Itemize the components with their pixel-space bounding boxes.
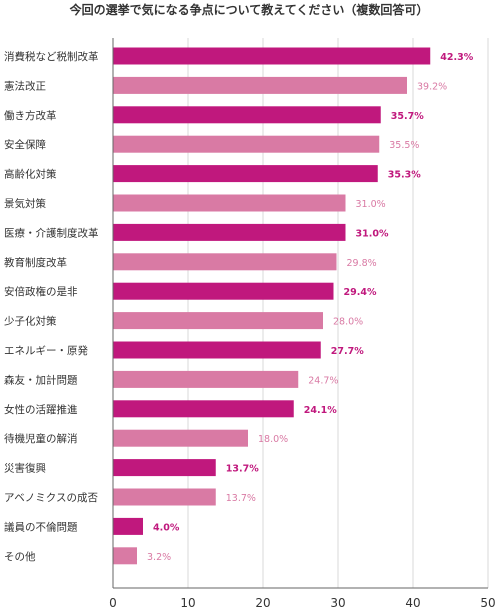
bar (113, 429, 248, 447)
bar (113, 488, 216, 506)
value-label: 29.4% (344, 287, 377, 298)
x-tick-label: 10 (180, 596, 195, 610)
bar (113, 370, 299, 388)
category-label: 景気対策 (4, 197, 46, 210)
category-label: 消費税など税制改革 (4, 50, 99, 63)
category-label: 安全保障 (4, 138, 46, 151)
category-label: 高齢化対策 (4, 168, 57, 181)
axis-layer: 0 10 20 30 40 50 (109, 38, 496, 610)
bar (113, 400, 294, 418)
bar (113, 517, 143, 535)
category-label: 森友・加計問題 (4, 373, 78, 386)
x-tick-label: 50 (480, 596, 495, 610)
chart-title: 今回の選挙で気になる争点について教えてください（複数回答可） (69, 2, 429, 17)
bar (113, 223, 346, 241)
value-label: 31.0% (356, 199, 386, 210)
bar (113, 312, 323, 330)
x-tick-label: 30 (330, 596, 345, 610)
value-label: 35.5% (389, 140, 419, 151)
bar (113, 459, 216, 477)
bar (113, 194, 346, 212)
value-label: 35.7% (391, 111, 424, 122)
value-label: 39.2% (417, 81, 447, 92)
value-label: 3.2% (147, 552, 171, 563)
value-label: 27.7% (331, 346, 364, 357)
category-label: 少子化対策 (4, 315, 57, 328)
value-label: 4.0% (153, 522, 180, 533)
category-label: エネルギー・原発 (4, 344, 88, 357)
bar (113, 547, 137, 565)
category-label: 教育制度改革 (4, 256, 67, 269)
value-label: 35.3% (388, 170, 421, 181)
value-label: 24.7% (308, 375, 338, 386)
bar (113, 165, 378, 183)
bar-layer (113, 47, 431, 565)
value-label: 31.0% (356, 228, 389, 239)
bar (113, 253, 337, 271)
category-label: 医療・介護制度改革 (4, 226, 99, 239)
category-label: 災害復興 (4, 462, 46, 475)
x-tick-label: 40 (405, 596, 420, 610)
value-label: 28.0% (333, 317, 363, 328)
bar (113, 282, 334, 300)
value-label: 24.1% (304, 405, 337, 416)
bar (113, 341, 321, 359)
category-label: 議員の不倫問題 (4, 520, 78, 533)
value-label: 13.7% (226, 464, 259, 475)
bar (113, 106, 381, 124)
category-label: 憲法改正 (4, 79, 46, 92)
x-tick-label: 20 (255, 596, 270, 610)
category-label: 安倍政権の是非 (4, 285, 78, 298)
label-layer: 消費税など税制改革 42.3% 憲法改正 39.2% 働き方改革 35.7% 安全保障 35.… (4, 50, 474, 563)
category-label: アベノミクスの成否 (4, 492, 98, 504)
category-label: 働き方改革 (4, 109, 57, 122)
category-label: 待機児童の解消 (4, 432, 78, 445)
value-label: 18.0% (258, 434, 288, 445)
category-label: その他 (4, 550, 36, 563)
value-label: 42.3% (440, 52, 473, 63)
category-label: 女性の活躍推進 (4, 403, 78, 416)
value-label: 13.7% (226, 493, 256, 504)
bar (113, 47, 431, 65)
x-tick-label: 0 (109, 596, 117, 610)
bar (113, 135, 380, 153)
value-label: 29.8% (347, 258, 377, 269)
bar (113, 76, 407, 94)
